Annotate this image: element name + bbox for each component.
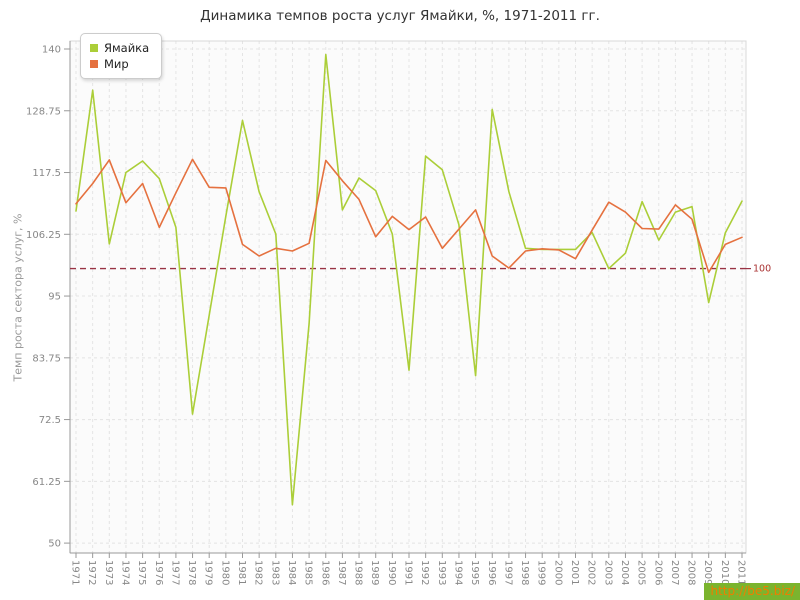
svg-text:140: 140: [42, 45, 61, 56]
svg-text:1996: 1996: [486, 560, 497, 585]
legend-item-world: Мир: [90, 56, 149, 72]
svg-text:1974: 1974: [119, 560, 130, 585]
svg-text:1994: 1994: [452, 560, 463, 585]
svg-text:1972: 1972: [86, 560, 97, 585]
svg-text:106.25: 106.25: [26, 230, 61, 241]
svg-text:1990: 1990: [386, 560, 397, 585]
svg-text:2000: 2000: [552, 560, 563, 585]
svg-text:2003: 2003: [602, 560, 613, 585]
svg-text:61.25: 61.25: [32, 477, 61, 488]
svg-text:1995: 1995: [469, 560, 480, 585]
svg-text:1984: 1984: [286, 560, 297, 585]
svg-text:1979: 1979: [203, 560, 214, 585]
svg-text:1998: 1998: [519, 560, 530, 585]
svg-text:1989: 1989: [369, 560, 380, 585]
svg-text:1975: 1975: [136, 560, 147, 585]
svg-text:1981: 1981: [236, 560, 247, 585]
svg-text:1976: 1976: [153, 560, 164, 585]
jamaica-swatch-icon: [90, 44, 98, 52]
svg-text:2001: 2001: [569, 560, 580, 585]
legend: Ямайка Мир: [80, 33, 163, 79]
svg-text:1987: 1987: [336, 560, 347, 585]
svg-text:2009: 2009: [702, 560, 713, 585]
svg-text:1993: 1993: [436, 560, 447, 585]
svg-text:1999: 1999: [536, 560, 547, 585]
svg-text:83.75: 83.75: [32, 353, 61, 364]
svg-text:2005: 2005: [636, 560, 647, 585]
svg-text:1971: 1971: [70, 560, 81, 585]
svg-text:1992: 1992: [419, 560, 430, 585]
legend-label-world: Мир: [104, 57, 129, 71]
svg-text:2002: 2002: [586, 560, 597, 585]
svg-text:2011: 2011: [736, 560, 747, 585]
svg-text:2004: 2004: [619, 560, 630, 585]
svg-text:1982: 1982: [253, 560, 264, 585]
svg-text:95: 95: [48, 292, 61, 303]
svg-text:72.5: 72.5: [39, 415, 61, 426]
chart-title: Динамика темпов роста услуг Ямайки, %, 1…: [200, 8, 600, 24]
svg-text:2006: 2006: [652, 560, 663, 585]
svg-text:50: 50: [48, 539, 61, 550]
svg-text:1991: 1991: [403, 560, 414, 585]
svg-text:1997: 1997: [502, 560, 513, 585]
svg-text:1980: 1980: [219, 560, 230, 585]
svg-text:1986: 1986: [319, 560, 330, 585]
legend-item-jamaica: Ямайка: [90, 40, 149, 56]
legend-label-jamaica: Ямайка: [104, 41, 150, 55]
svg-text:1977: 1977: [169, 560, 180, 585]
svg-text:1978: 1978: [186, 560, 197, 585]
svg-text:117.5: 117.5: [32, 168, 61, 179]
svg-text:1988: 1988: [353, 560, 364, 585]
svg-text:1985: 1985: [303, 560, 314, 585]
svg-text:1983: 1983: [269, 560, 280, 585]
world-swatch-icon: [90, 60, 98, 68]
svg-text:1973: 1973: [103, 560, 114, 585]
svg-text:2007: 2007: [669, 560, 680, 585]
watermark-link[interactable]: http://be5.biz/: [704, 583, 800, 600]
svg-text:2008: 2008: [686, 560, 697, 585]
svg-text:2010: 2010: [719, 560, 730, 585]
svg-text:128.75: 128.75: [26, 106, 61, 117]
svg-text:100: 100: [753, 264, 771, 275]
